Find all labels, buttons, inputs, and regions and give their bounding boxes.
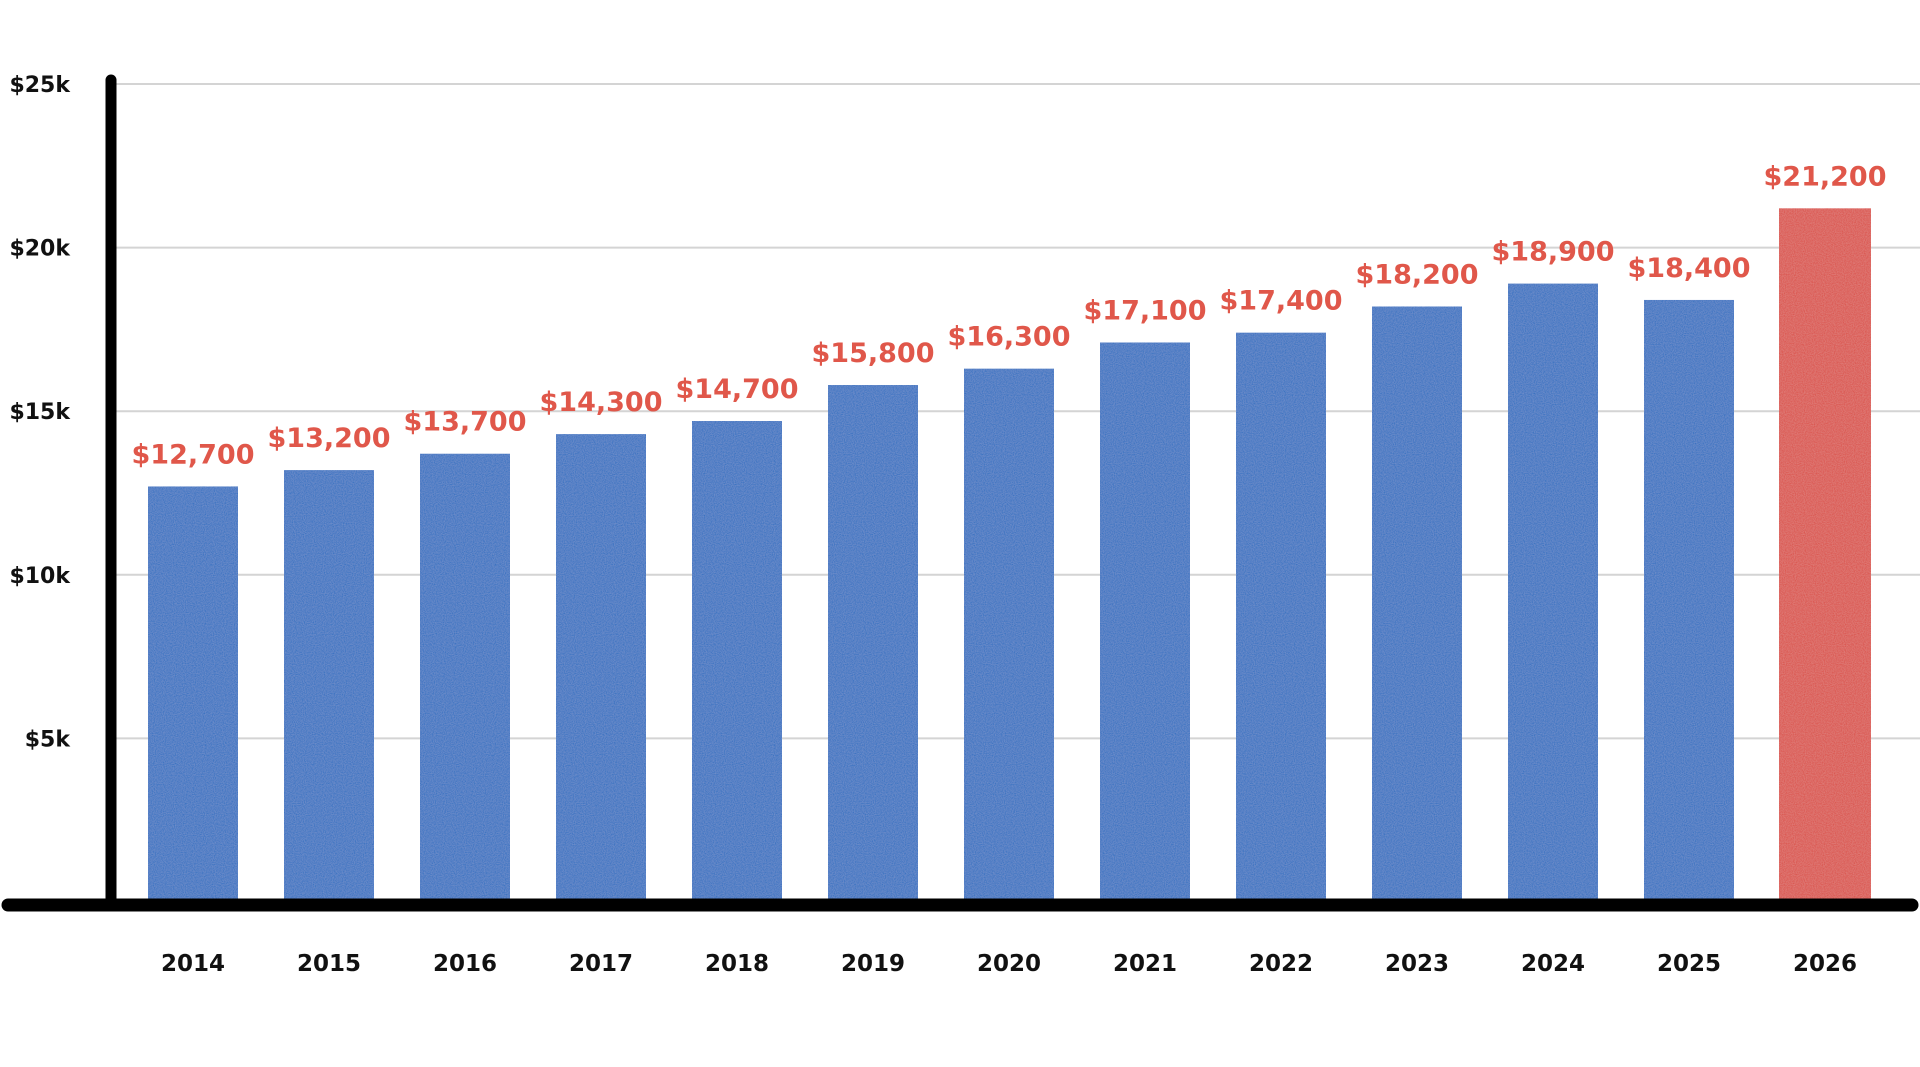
x-tick-label-2021: 2021 (1113, 951, 1177, 977)
data-label-2018: $14,700 (676, 374, 799, 405)
bar-2025 (1644, 299, 1734, 902)
bar-2017 (556, 434, 646, 902)
data-label-2024: $18,900 (1492, 237, 1615, 268)
bars (148, 208, 1871, 903)
bar-2016 (420, 453, 510, 902)
bar-2019 (828, 385, 918, 902)
x-tick-label-2018: 2018 (705, 951, 769, 977)
data-label-2015: $13,200 (268, 423, 391, 454)
data-label-2017: $14,300 (540, 387, 663, 418)
data-label-2016: $13,700 (404, 407, 527, 438)
data-label-2021: $17,100 (1084, 295, 1207, 326)
bar-2014 (148, 486, 238, 902)
x-tick-label-2020: 2020 (977, 951, 1041, 977)
x-tick-label-2025: 2025 (1657, 951, 1721, 977)
x-tick-label-2022: 2022 (1249, 951, 1313, 977)
data-label-2014: $12,700 (132, 439, 255, 470)
bar-2023 (1372, 306, 1462, 903)
x-tick-label-2019: 2019 (841, 951, 905, 977)
axes (1, 74, 1919, 912)
x-tick-label-2024: 2024 (1521, 951, 1585, 977)
x-tick-label-2016: 2016 (433, 951, 497, 977)
x-tick-label-2026: 2026 (1793, 951, 1857, 977)
bar-2020 (964, 368, 1054, 902)
data-label-2025: $18,400 (1628, 253, 1751, 284)
data-label-2026: $21,200 (1764, 161, 1887, 192)
x-tick-label-2014: 2014 (161, 951, 225, 977)
x-tick-label-2017: 2017 (569, 951, 633, 977)
data-label-2019: $15,800 (812, 338, 935, 369)
bar-2015 (284, 470, 374, 902)
x-tick-label-2023: 2023 (1385, 951, 1449, 977)
data-label-2022: $17,400 (1220, 286, 1343, 317)
y-tick-label: $20k (9, 237, 71, 262)
x-tick-label-2015: 2015 (297, 951, 361, 977)
x-axis-tick-labels: 2014 2015 2016 2017 2018 2019 2020 2021 2022 2023… (161, 951, 1857, 977)
bar-2018 (692, 421, 782, 902)
data-label-2023: $18,200 (1356, 259, 1479, 290)
bar-2026 (1779, 208, 1871, 902)
y-tick-label: $25k (9, 73, 71, 98)
data-label-2020: $16,300 (948, 322, 1071, 353)
y-tick-label: $5k (25, 727, 72, 752)
y-tick-label: $15k (9, 400, 71, 425)
data-labels: $12,700 $13,200 $13,700 $14,300 $14,700 $15,8… (132, 161, 1887, 470)
bar-2024 (1508, 283, 1598, 902)
bar-2022 (1236, 332, 1326, 902)
y-axis-tick-labels: $5k $10k $15k $20k $25k (9, 73, 71, 752)
bar-2021 (1100, 342, 1190, 902)
y-tick-label: $10k (9, 564, 71, 589)
